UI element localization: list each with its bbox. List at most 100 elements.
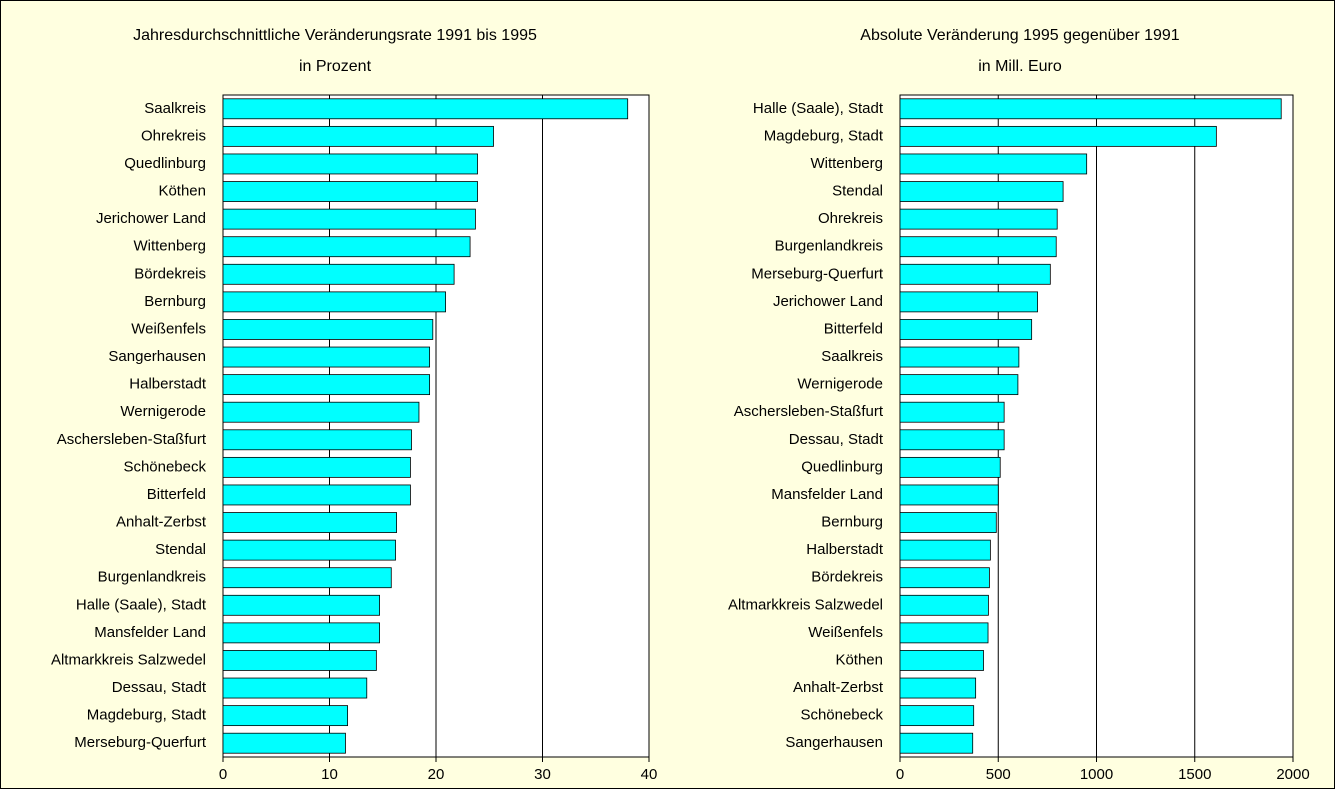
bar [899, 181, 1064, 202]
x-tick-label: 40 [641, 766, 658, 783]
bar [899, 594, 989, 616]
category-label: Ohrekreis [818, 210, 883, 227]
category-label: Anhalt-Zerbst [793, 679, 884, 696]
bar [899, 732, 974, 754]
category-label: Mansfelder Land [771, 486, 883, 503]
bar [899, 512, 997, 533]
bar [222, 153, 478, 175]
bar [222, 539, 396, 561]
category-label: Wernigerode [120, 403, 206, 420]
category-label: Merseburg-Querfurt [74, 734, 207, 751]
x-tick-label: 10 [321, 766, 338, 783]
category-label: Weißenfels [131, 320, 206, 337]
category-label: Stendal [832, 183, 883, 200]
bar [899, 677, 977, 699]
bar [899, 153, 1088, 175]
category-label: Bernburg [144, 293, 206, 310]
bar [899, 567, 990, 589]
category-label: Halberstadt [129, 376, 207, 393]
category-label: Weißenfels [808, 624, 883, 641]
category-label: Bernburg [821, 514, 883, 531]
category-label: Köthen [158, 183, 206, 200]
bar [899, 456, 1001, 478]
bar [222, 263, 455, 285]
category-label: Magdeburg, Stadt [764, 127, 884, 144]
category-label: Wittenberg [133, 238, 206, 255]
category-label: Quedlinburg [124, 155, 206, 172]
x-tick-label: 0 [896, 766, 904, 783]
bar [899, 401, 1005, 423]
x-tick-label: 500 [986, 766, 1011, 783]
bar [222, 208, 476, 230]
category-label: Halle (Saale), Stadt [76, 596, 207, 613]
bar [222, 401, 420, 423]
bar [222, 429, 412, 451]
chart-title: Jahresdurchschnittliche Veränderungsrate… [133, 27, 537, 44]
bar [222, 374, 431, 396]
bar [222, 236, 471, 258]
bar [222, 125, 494, 147]
category-label: Jerichower Land [96, 210, 206, 227]
category-label: Sangerhausen [785, 734, 883, 751]
category-label: Schönebeck [800, 707, 883, 724]
bar [222, 567, 392, 589]
bar [899, 319, 1033, 340]
category-label: Dessau, Stadt [112, 679, 207, 696]
category-label: Bitterfeld [147, 486, 206, 503]
bar [899, 291, 1038, 313]
bar [899, 208, 1058, 230]
bar [899, 374, 1019, 396]
category-label: Anhalt-Zerbst [116, 514, 207, 531]
x-tick-label: 1500 [1178, 766, 1211, 783]
category-label: Aschersleben-Staßfurt [57, 431, 207, 448]
bar [899, 263, 1051, 285]
category-label: Halle (Saale), Stadt [753, 100, 884, 117]
bar [899, 484, 999, 506]
category-label: Aschersleben-Staßfurt [734, 403, 884, 420]
bar [899, 346, 1020, 368]
category-label: Dessau, Stadt [789, 431, 884, 448]
category-label: Saalkreis [144, 100, 206, 117]
bar [222, 346, 431, 368]
bar [222, 291, 446, 313]
category-label: Sangerhausen [108, 348, 206, 365]
bar [899, 125, 1217, 147]
category-label: Köthen [835, 651, 883, 668]
category-label: Schönebeck [123, 458, 206, 475]
category-label: Burgenlandkreis [775, 238, 883, 255]
category-label: Wittenberg [810, 155, 883, 172]
category-label: Bitterfeld [824, 320, 883, 337]
bar [899, 98, 1282, 120]
category-label: Halberstadt [806, 541, 884, 558]
category-label: Burgenlandkreis [98, 569, 206, 586]
chart-title: Absolute Veränderung 1995 gegenüber 1991 [860, 27, 1179, 44]
bar [222, 650, 377, 671]
bar [222, 594, 380, 616]
bar [222, 732, 346, 754]
bar [899, 429, 1005, 451]
bar [222, 456, 411, 478]
chart-subtitle: in Mill. Euro [978, 58, 1062, 75]
bar [222, 98, 629, 120]
bar [222, 181, 478, 202]
bar [899, 650, 984, 671]
bar [222, 705, 349, 727]
category-label: Jerichower Land [773, 293, 883, 310]
category-label: Magdeburg, Stadt [87, 707, 207, 724]
bar [222, 484, 411, 506]
bar [899, 705, 975, 727]
x-tick-label: 1000 [1080, 766, 1113, 783]
category-label: Ohrekreis [141, 127, 206, 144]
x-tick-label: 30 [534, 766, 551, 783]
x-tick-label: 0 [219, 766, 227, 783]
category-label: Altmarkkreis Salzwedel [51, 651, 206, 668]
category-label: Mansfelder Land [94, 624, 206, 641]
bar [899, 622, 989, 644]
bar [222, 319, 434, 340]
category-label: Wernigerode [797, 376, 883, 393]
bar [222, 677, 368, 699]
category-label: Altmarkkreis Salzwedel [728, 596, 883, 613]
category-label: Bördekreis [811, 569, 883, 586]
bar [899, 236, 1057, 258]
x-tick-label: 2000 [1276, 766, 1309, 783]
